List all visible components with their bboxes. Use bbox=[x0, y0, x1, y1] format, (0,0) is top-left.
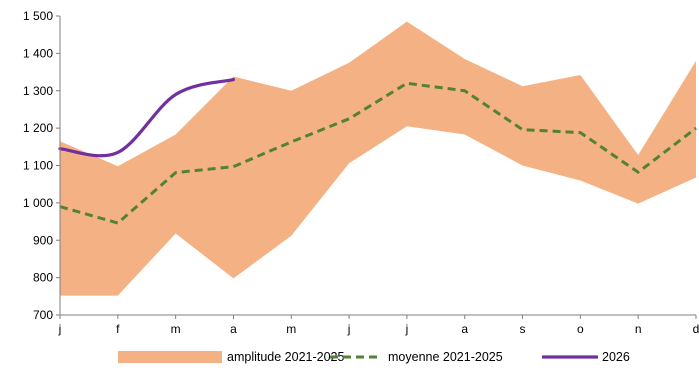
x-tick-label: m bbox=[171, 322, 181, 336]
x-tick-label: j bbox=[58, 322, 62, 336]
x-tick-label: o bbox=[577, 322, 584, 336]
y-tick-label: 1 000 bbox=[23, 196, 53, 210]
y-tick-label: 1 300 bbox=[23, 84, 53, 98]
amplitude-band bbox=[60, 21, 696, 296]
x-tick-label: m bbox=[286, 322, 296, 336]
x-tick-label: f bbox=[116, 322, 120, 336]
x-tick-label: a bbox=[461, 322, 468, 336]
legend-label: 2026 bbox=[602, 350, 630, 364]
plot-area bbox=[58, 21, 697, 296]
y-tick-label: 900 bbox=[33, 233, 53, 247]
y-tick-label: 1 200 bbox=[23, 121, 53, 135]
y-tick-label: 700 bbox=[33, 308, 53, 322]
y-axis: 700 800 900 1 000 1 100 1 200 1 300 1 400 1 500 bbox=[23, 9, 61, 322]
x-tick-label: j bbox=[347, 322, 351, 336]
moyenne-line bbox=[59, 81, 697, 225]
x-tick-label: j bbox=[405, 322, 409, 336]
y-tick-label: 1 100 bbox=[23, 159, 53, 173]
series-2026-line bbox=[58, 77, 236, 158]
legend-swatch-amplitude bbox=[118, 351, 222, 363]
x-tick-label: a bbox=[230, 322, 237, 336]
y-tick-label: 1 500 bbox=[23, 9, 53, 23]
legend: amplitude 2021-2025 moyenne 2021-2025 2026 bbox=[118, 350, 630, 364]
y-tick-label: 800 bbox=[33, 271, 53, 285]
x-tick-label: s bbox=[520, 322, 526, 336]
x-tick-label: d bbox=[693, 322, 699, 336]
y-tick-label: 1 400 bbox=[23, 46, 53, 60]
legend-label: moyenne 2021-2025 bbox=[388, 350, 503, 364]
legend-label: amplitude 2021-2025 bbox=[227, 350, 344, 364]
x-tick-label: n bbox=[635, 322, 642, 336]
